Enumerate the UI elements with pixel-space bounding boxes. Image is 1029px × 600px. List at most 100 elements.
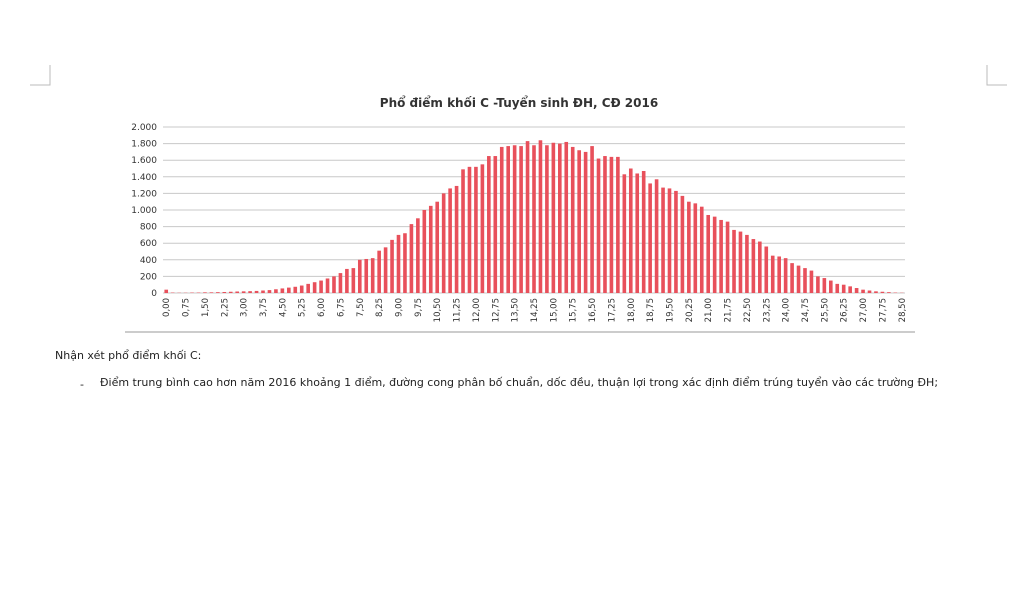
bar	[396, 234, 401, 293]
bar	[841, 284, 846, 293]
bar	[287, 287, 291, 293]
y-tick-label: 2.000	[131, 123, 157, 133]
bar	[222, 292, 227, 293]
bar	[512, 145, 517, 293]
bar	[712, 216, 717, 293]
bar	[570, 146, 575, 293]
y-tick-label: 600	[140, 239, 157, 249]
x-tick-label: 5,25	[298, 298, 308, 317]
bar	[545, 145, 549, 293]
bar	[796, 265, 801, 293]
y-tick-label: 800	[140, 223, 157, 233]
bar	[441, 193, 446, 293]
x-tick-label: 9,75	[414, 298, 424, 317]
x-tick-label: 24,00	[782, 298, 792, 322]
x-tick-label: 15,00	[549, 298, 559, 322]
bar	[299, 285, 304, 293]
x-tick-label: 23,25	[762, 298, 772, 322]
bar	[661, 187, 665, 293]
bar	[228, 291, 233, 293]
x-tick-label: 0,75	[182, 298, 192, 317]
bar	[480, 164, 485, 293]
bar	[687, 201, 691, 293]
bar	[835, 283, 840, 293]
bar	[558, 143, 562, 293]
bar	[577, 150, 581, 293]
bar	[699, 206, 704, 293]
y-tick-label: 1.000	[131, 206, 157, 216]
bar	[738, 231, 743, 293]
bar	[461, 169, 465, 293]
bar	[312, 282, 317, 293]
y-tick-label: 1.400	[131, 173, 157, 183]
x-tick-label: 6,75	[336, 298, 346, 317]
bar	[680, 195, 685, 293]
bar	[706, 214, 711, 293]
bar	[867, 290, 872, 293]
bar	[719, 219, 723, 293]
bullet-text: Điểm trung bình cao hơn năm 2016 khoảng …	[100, 376, 939, 389]
bar	[487, 156, 491, 293]
bar	[854, 288, 859, 293]
x-tick-label: 21,00	[704, 298, 714, 322]
x-tick-label: 11,25	[453, 298, 463, 322]
bar	[467, 166, 472, 293]
bar	[377, 250, 381, 293]
x-tick-label: 27,00	[859, 298, 869, 322]
bar	[732, 229, 736, 293]
x-tick-label: 16,50	[588, 298, 598, 322]
bar	[674, 190, 678, 293]
bar	[583, 151, 588, 293]
bar	[538, 140, 543, 293]
x-tick-label: 4,50	[278, 298, 288, 317]
bar	[809, 270, 814, 293]
y-tick-label: 400	[140, 256, 157, 266]
x-tick-label: 13,50	[511, 298, 521, 322]
bar	[351, 268, 356, 293]
x-tick-label: 9,00	[395, 298, 405, 317]
x-tick-label: 26,25	[840, 298, 850, 322]
x-tick-label: 10,50	[433, 298, 443, 322]
bar	[293, 286, 298, 293]
x-tick-label: 3,75	[259, 298, 269, 317]
x-tick-label: 19,50	[665, 298, 675, 322]
bar	[448, 188, 452, 293]
bar	[409, 224, 414, 293]
bar	[267, 290, 272, 293]
bar	[525, 141, 530, 293]
x-tick-label: 25,50	[820, 298, 830, 322]
x-tick-label: 2,25	[220, 298, 230, 317]
bar	[248, 291, 252, 293]
chart: Phổ điểm khối C -Tuyển sinh ĐH, CĐ 2016 …	[30, 65, 1007, 333]
bar	[164, 289, 169, 293]
bar	[693, 203, 698, 293]
bar	[635, 173, 640, 293]
bar	[506, 146, 510, 293]
x-tick-label: 6,00	[317, 298, 327, 317]
bar	[609, 156, 614, 293]
y-tick-label: 1.600	[131, 156, 157, 166]
x-tick-label: 28,50	[898, 298, 908, 322]
bar	[209, 292, 214, 293]
bar	[622, 174, 627, 293]
bar	[590, 146, 594, 293]
bar	[370, 258, 375, 293]
bar	[428, 205, 433, 293]
x-tick-label: 14,25	[530, 298, 540, 322]
bar	[848, 286, 852, 293]
corner-mark	[30, 65, 51, 86]
y-tick-label: 1.800	[131, 140, 157, 150]
x-tick-label: 7,50	[356, 298, 366, 317]
bar	[758, 241, 762, 293]
bar	[828, 280, 833, 293]
x-tick-label: 18,00	[627, 298, 637, 322]
bar	[306, 283, 310, 293]
bar	[203, 292, 207, 293]
bar	[435, 201, 440, 293]
bar	[416, 218, 420, 293]
bar	[454, 185, 459, 293]
bar	[667, 188, 672, 293]
bar	[648, 183, 652, 293]
bar	[880, 291, 885, 293]
